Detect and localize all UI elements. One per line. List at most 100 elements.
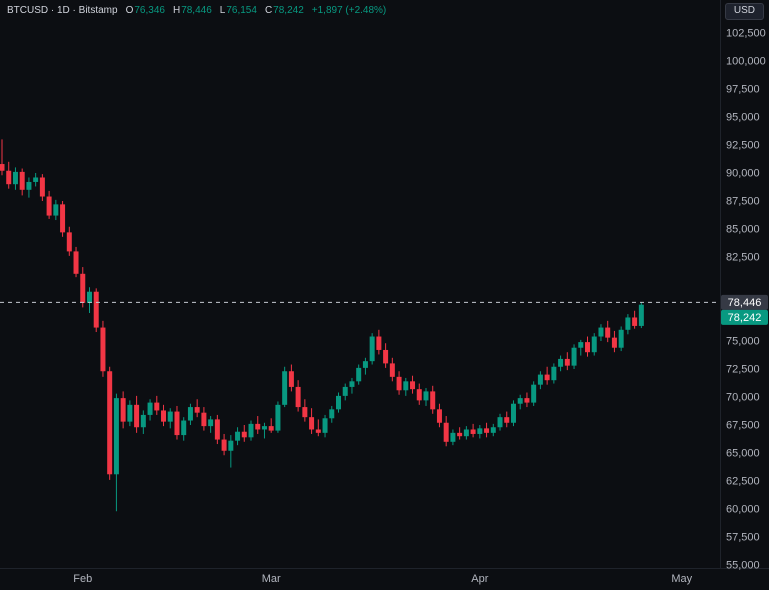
candle[interactable] (174, 405, 180, 440)
candle[interactable] (463, 426, 469, 440)
candle[interactable] (0, 139, 5, 176)
candle[interactable] (436, 403, 442, 428)
candle[interactable] (551, 363, 557, 384)
candle[interactable] (261, 422, 267, 439)
candle[interactable] (127, 400, 133, 427)
candle[interactable] (12, 167, 18, 190)
candle[interactable] (544, 366, 550, 385)
candle[interactable] (477, 425, 483, 439)
candle[interactable] (93, 288, 99, 333)
candle[interactable] (19, 168, 25, 196)
candle[interactable] (510, 400, 516, 427)
candle[interactable] (349, 377, 355, 394)
candle[interactable] (33, 173, 39, 187)
candle[interactable] (618, 326, 624, 352)
candle[interactable] (39, 174, 45, 201)
candle[interactable] (86, 287, 92, 313)
candle[interactable] (140, 410, 146, 434)
candle[interactable] (60, 201, 66, 237)
candle[interactable] (288, 364, 294, 392)
candle[interactable] (632, 310, 638, 329)
candle[interactable] (383, 343, 389, 368)
candle[interactable] (315, 419, 321, 437)
candle[interactable] (214, 414, 220, 445)
candle[interactable] (450, 429, 456, 446)
candle[interactable] (147, 399, 153, 421)
candle[interactable] (107, 366, 113, 480)
candle[interactable] (73, 246, 79, 278)
candle[interactable] (531, 381, 537, 406)
price-axis[interactable]: 102,500 100,000 97,500 95,000 92,500 90,000 87… (726, 28, 766, 572)
candle[interactable] (638, 302, 644, 329)
candle[interactable] (443, 416, 449, 447)
candle[interactable] (187, 403, 193, 425)
candle[interactable] (241, 425, 247, 442)
candle[interactable] (6, 161, 12, 189)
candle[interactable] (336, 392, 341, 413)
candle[interactable] (396, 371, 402, 395)
candle[interactable] (585, 336, 591, 357)
candle[interactable] (181, 417, 187, 441)
candle[interactable] (80, 267, 86, 308)
candle[interactable] (625, 314, 631, 335)
candle[interactable] (282, 366, 288, 408)
candle[interactable] (161, 404, 167, 427)
candle[interactable] (598, 324, 604, 341)
candle[interactable] (362, 357, 368, 375)
candle[interactable] (504, 411, 510, 428)
candle[interactable] (120, 391, 126, 429)
candle[interactable] (611, 330, 617, 353)
candle[interactable] (221, 433, 227, 456)
candle[interactable] (255, 416, 261, 434)
candle[interactable] (228, 435, 234, 468)
candle[interactable] (275, 401, 281, 433)
candle[interactable] (329, 405, 335, 423)
time-axis[interactable]: Feb Mar Apr May (73, 573, 692, 585)
candle[interactable] (167, 408, 173, 429)
candle[interactable] (322, 414, 328, 438)
candle[interactable] (295, 380, 301, 412)
candle[interactable] (113, 393, 119, 512)
candle[interactable] (342, 383, 348, 401)
candle[interactable] (309, 408, 315, 434)
currency-toggle-button[interactable]: USD (724, 3, 764, 20)
candle[interactable] (134, 395, 140, 433)
candle[interactable] (591, 333, 597, 356)
candle[interactable] (208, 416, 214, 433)
candle[interactable] (53, 199, 59, 221)
candle[interactable] (248, 420, 254, 441)
candle[interactable] (605, 320, 611, 343)
candle[interactable] (517, 394, 523, 410)
candle[interactable] (578, 339, 584, 356)
candle[interactable] (356, 364, 362, 385)
candle[interactable] (524, 392, 530, 408)
candle[interactable] (430, 385, 436, 414)
candle[interactable] (537, 371, 543, 390)
candle[interactable] (302, 399, 308, 422)
candle[interactable] (100, 320, 106, 377)
candle[interactable] (564, 352, 570, 371)
candle[interactable] (194, 399, 200, 418)
candle[interactable] (389, 357, 395, 382)
candle[interactable] (376, 329, 382, 355)
candle[interactable] (410, 375, 416, 394)
candle[interactable] (369, 333, 375, 365)
candle[interactable] (457, 427, 463, 440)
candle[interactable] (470, 423, 476, 438)
candle[interactable] (558, 355, 564, 372)
candle[interactable] (571, 344, 577, 369)
candle[interactable] (497, 413, 503, 431)
candle[interactable] (201, 407, 207, 431)
candle[interactable] (154, 395, 160, 415)
candle[interactable] (416, 383, 422, 405)
candle[interactable] (423, 388, 429, 406)
candle[interactable] (268, 418, 274, 433)
candle[interactable] (484, 422, 490, 438)
candle[interactable] (490, 423, 496, 437)
candle[interactable] (26, 177, 32, 198)
candle[interactable] (235, 427, 241, 446)
symbol-title[interactable]: BTCUSD · 1D · Bitstamp (7, 5, 118, 16)
candle[interactable] (46, 190, 52, 219)
candle[interactable] (403, 377, 409, 396)
